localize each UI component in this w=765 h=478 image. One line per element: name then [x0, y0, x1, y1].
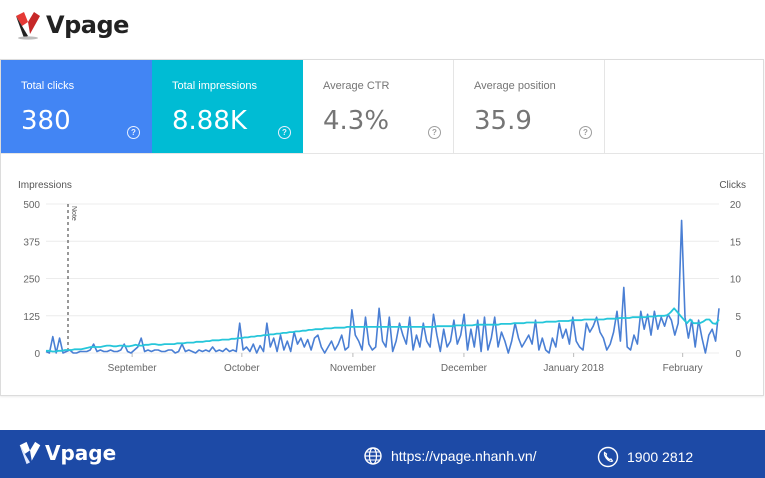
y-left-tick-label: 500 — [23, 200, 40, 211]
y-axis-right-label: Clicks — [719, 180, 746, 191]
vpage-logo-icon — [16, 12, 40, 40]
footer-logo[interactable]: Vpage — [18, 440, 116, 466]
performance-chart: Impressions Clicks 500 20 375 15 250 10 125 5 0 0… — [1, 153, 763, 396]
y-left-tick-label: 250 — [23, 275, 40, 286]
y-right-tick-label: 10 — [730, 275, 742, 286]
y-right-tick-label: 0 — [735, 349, 741, 360]
footer-phone[interactable]: 1900 2812 — [627, 449, 694, 465]
x-tick-label: September — [108, 363, 158, 374]
metric-label: Average position — [474, 80, 556, 92]
footer-website[interactable]: https://vpage.nhanh.vn/ — [363, 446, 537, 466]
header-logo[interactable]: Vpage — [14, 10, 129, 40]
clicks-series-line — [46, 307, 720, 353]
x-tick-label: February — [663, 363, 703, 374]
metric-label: Total impressions — [172, 80, 257, 92]
globe-icon — [364, 447, 382, 465]
y-left-tick-label: 0 — [34, 349, 40, 360]
metric-value: 380 — [21, 106, 71, 136]
help-icon[interactable]: ? — [579, 126, 592, 139]
metric-value: 4.3% — [323, 106, 390, 136]
x-tick-label: November — [330, 363, 377, 374]
x-tick-label: January 2018 — [543, 363, 604, 374]
x-tick-label: October — [224, 363, 260, 374]
impressions-series-line — [45, 219, 720, 354]
help-icon[interactable]: ? — [278, 126, 291, 139]
y-axis-left-label: Impressions — [18, 180, 72, 191]
metric-card-total-clicks[interactable]: Total clicks 380 ? — [1, 60, 152, 153]
metric-label: Average CTR — [323, 80, 390, 92]
y-right-tick-label: 5 — [735, 312, 741, 323]
metric-label: Total clicks — [21, 80, 75, 92]
footer-hotline[interactable]: 1900 2812 — [597, 446, 693, 468]
footer-brand-name: Vpage — [45, 441, 117, 465]
y-left-tick-label: 125 — [23, 312, 40, 323]
vpage-logo-icon — [19, 441, 41, 465]
y-right-tick-label: 15 — [730, 237, 742, 248]
brand-name: Vpage — [46, 11, 129, 39]
help-icon[interactable]: ? — [127, 126, 140, 139]
metric-value: 8.88K — [172, 106, 247, 136]
performance-panel: Total clicks 380 ? Total impressions 8.8… — [0, 59, 764, 396]
metric-value: 35.9 — [474, 106, 532, 136]
metric-card-total-impressions[interactable]: Total impressions 8.88K ? — [152, 60, 303, 153]
x-tick-label: December — [441, 363, 488, 374]
annotation-label: Note — [70, 206, 77, 221]
help-icon[interactable]: ? — [428, 126, 441, 139]
metric-card-average-ctr[interactable]: Average CTR 4.3% ? — [303, 60, 454, 153]
y-right-tick-label: 20 — [730, 200, 742, 211]
footer-bar: Vpage https://vpage.nhanh.vn/ 1900 2812 — [0, 430, 765, 478]
y-left-tick-label: 375 — [23, 237, 40, 248]
phone-icon — [597, 446, 619, 468]
metric-card-average-position[interactable]: Average position 35.9 ? — [454, 60, 605, 153]
footer-url[interactable]: https://vpage.nhanh.vn/ — [391, 448, 537, 464]
